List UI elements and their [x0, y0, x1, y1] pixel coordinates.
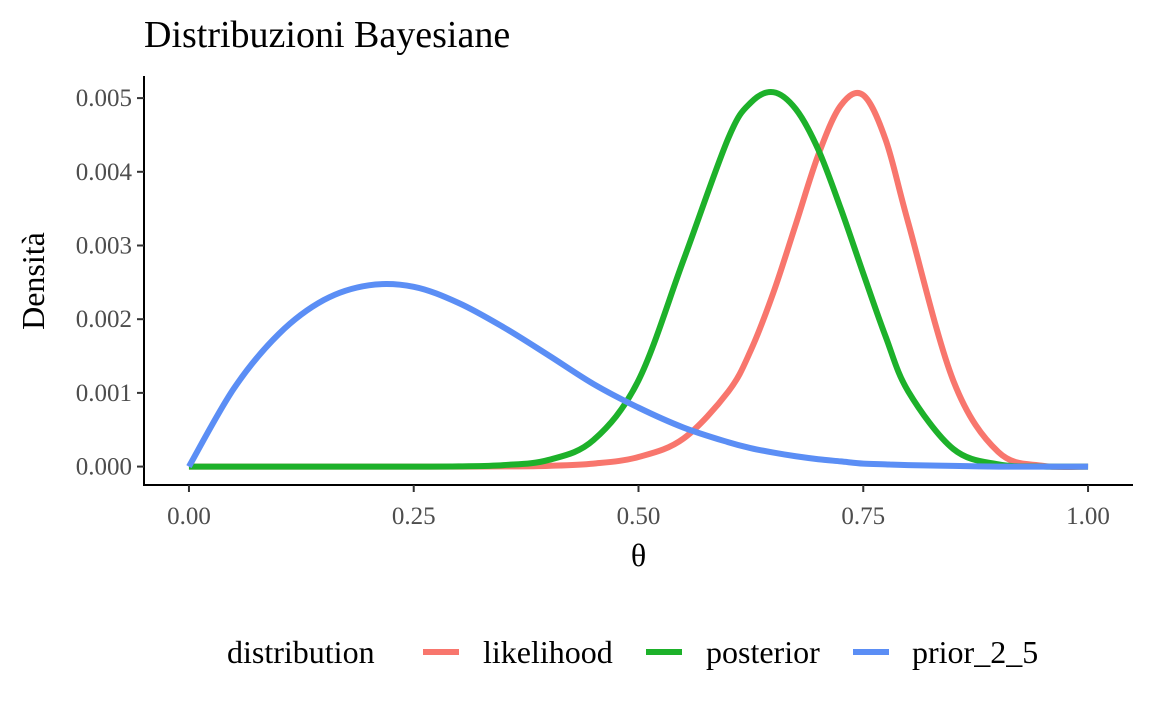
- x-tick-label: 0.75: [841, 503, 885, 530]
- legend: distribution likelihood posterior prior_2_…: [227, 634, 1038, 670]
- y-tick-label: 0.004: [76, 159, 133, 186]
- legend-title: distribution: [227, 634, 375, 670]
- legend-items: likelihood posterior prior_2_5: [423, 634, 1038, 670]
- chart-title: Distribuzioni Bayesiane: [144, 14, 510, 56]
- y-tick-label: 0.003: [76, 232, 132, 259]
- x-tick-label: 0.25: [392, 503, 436, 530]
- y-tick-label: 0.005: [76, 85, 132, 112]
- x-tick-label: 0.50: [617, 503, 661, 530]
- y-axis-ticks: 0.000 0.001 0.002 0.003 0.004 0.005: [76, 85, 144, 481]
- legend-label-prior-2-5: prior_2_5: [912, 634, 1038, 670]
- y-tick-label: 0.001: [76, 380, 132, 407]
- legend-label-posterior: posterior: [706, 634, 820, 670]
- legend-label-likelihood: likelihood: [483, 634, 613, 670]
- y-tick-label: 0.002: [76, 306, 132, 333]
- series-layer: [186, 89, 1089, 471]
- series-line-prior-2-5: [186, 281, 1089, 470]
- x-tick-label: 0.00: [167, 503, 211, 530]
- series-line-posterior: [188, 89, 1089, 470]
- x-axis-ticks: 0.00 0.25 0.50 0.75 1.00: [167, 485, 1110, 530]
- y-axis-label: Densità: [15, 232, 51, 330]
- y-tick-label: 0.000: [76, 454, 132, 481]
- series-line-likelihood: [188, 89, 1089, 471]
- x-tick-label: 1.00: [1066, 503, 1110, 530]
- x-axis-label: θ: [631, 537, 646, 573]
